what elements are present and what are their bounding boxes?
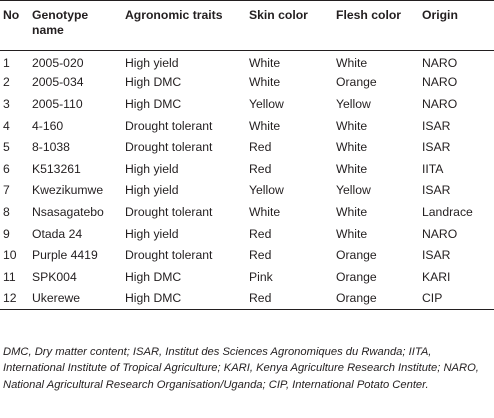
- cell-skin-color: White: [249, 204, 281, 219]
- cell-agronomic-traits: Drought tolerant: [125, 204, 213, 219]
- table-row: 4 4-160 Drought tolerant White White ISAR: [0, 115, 494, 137]
- table-row: 5 8-1038 Drought tolerant Red White ISAR: [0, 137, 494, 159]
- cell-skin-color: Red: [249, 140, 272, 155]
- cell-agronomic-traits: Drought tolerant: [125, 140, 213, 155]
- genotype-table-container: No Genotype name Agronomic traits Skin c…: [0, 0, 494, 310]
- cell-genotype-name: 2005-034: [32, 75, 84, 90]
- cell-skin-color: White: [249, 75, 281, 90]
- cell-flesh-color: White: [336, 204, 368, 219]
- cell-no: 2: [3, 75, 10, 90]
- cell-origin: ISAR: [422, 140, 451, 155]
- cell-no: 9: [3, 226, 10, 241]
- cell-agronomic-traits: High DMC: [125, 75, 182, 90]
- cell-no: 8: [3, 204, 10, 219]
- table-row: 9 Otada 24 High yield Red White NARO: [0, 223, 494, 245]
- cell-genotype-name: 4-160: [32, 118, 64, 133]
- cell-agronomic-traits: High yield: [125, 55, 179, 70]
- table-row: 2 2005-034 High DMC White Orange NARO: [0, 72, 494, 94]
- cell-genotype-name: 8-1038: [32, 140, 70, 155]
- cell-agronomic-traits: Drought tolerant: [125, 118, 213, 133]
- cell-genotype-name: Kwezikumwe: [32, 183, 104, 198]
- cell-origin: NARO: [422, 96, 458, 111]
- cell-skin-color: Pink: [249, 269, 273, 284]
- cell-agronomic-traits: High DMC: [125, 291, 182, 306]
- cell-agronomic-traits: High yield: [125, 226, 179, 241]
- cell-no: 12: [3, 291, 17, 306]
- cell-flesh-color: Orange: [336, 248, 377, 263]
- cell-origin: NARO: [422, 226, 458, 241]
- cell-flesh-color: Orange: [336, 291, 377, 306]
- header-no: No: [3, 8, 20, 22]
- header-flesh-color: Flesh color: [336, 8, 402, 22]
- cell-origin: KARI: [422, 269, 451, 284]
- cell-genotype-name: 2005-020: [32, 55, 84, 70]
- cell-agronomic-traits: High DMC: [125, 269, 182, 284]
- cell-genotype-name: K513261: [32, 161, 81, 176]
- table-row: 8 Nsasagatebo Drought tolerant White White La…: [0, 202, 494, 224]
- cell-skin-color: Red: [249, 248, 272, 263]
- table-row: 7 Kwezikumwe High yield Yellow Yellow ISAR: [0, 180, 494, 202]
- cell-agronomic-traits: High yield: [125, 183, 179, 198]
- cell-no: 6: [3, 161, 10, 176]
- cell-skin-color: Red: [249, 226, 272, 241]
- cell-flesh-color: White: [336, 226, 368, 241]
- header-skin-color: Skin color: [249, 8, 308, 22]
- cell-no: 1: [3, 55, 10, 70]
- cell-genotype-name: SPK004: [32, 269, 77, 284]
- cell-no: 5: [3, 140, 10, 155]
- cell-skin-color: Red: [249, 161, 272, 176]
- header-origin: Origin: [422, 8, 458, 22]
- table-footnote: DMC, Dry matter content; ISAR, Institut …: [3, 346, 479, 391]
- cell-flesh-color: Orange: [336, 269, 377, 284]
- cell-origin: NARO: [422, 55, 458, 70]
- table-body: 1 2005-020 High yield White White NARO 2 2005-0…: [0, 51, 494, 310]
- cell-genotype-name: Purple 4419: [32, 248, 98, 263]
- cell-origin: ISAR: [422, 183, 451, 198]
- cell-skin-color: White: [249, 55, 281, 70]
- header-agronomic-traits: Agronomic traits: [125, 8, 223, 22]
- table-row: 11 SPK004 High DMC Pink Orange KARI: [0, 266, 494, 288]
- cell-skin-color: Yellow: [249, 183, 284, 198]
- cell-skin-color: White: [249, 118, 281, 133]
- cell-origin: ISAR: [422, 118, 451, 133]
- cell-origin: IITA: [422, 161, 444, 176]
- cell-no: 3: [3, 96, 10, 111]
- header-genotype-name: Genotype name: [32, 8, 89, 37]
- table-row: 3 2005-110 High DMC Yellow Yellow NARO: [0, 94, 494, 116]
- cell-no: 4: [3, 118, 10, 133]
- table-header-row: No Genotype name Agronomic traits Skin c…: [0, 0, 494, 51]
- cell-genotype-name: Ukerewe: [32, 291, 81, 306]
- cell-flesh-color: Orange: [336, 75, 377, 90]
- cell-flesh-color: White: [336, 140, 368, 155]
- cell-origin: Landrace: [422, 204, 473, 219]
- cell-flesh-color: White: [336, 161, 368, 176]
- cell-flesh-color: Yellow: [336, 96, 371, 111]
- cell-genotype-name: 2005-110: [32, 96, 83, 111]
- cell-flesh-color: Yellow: [336, 183, 371, 198]
- cell-skin-color: Yellow: [249, 96, 284, 111]
- cell-agronomic-traits: Drought tolerant: [125, 248, 213, 263]
- table-row: 6 K513261 High yield Red White IITA: [0, 158, 494, 180]
- cell-origin: CIP: [422, 291, 443, 306]
- cell-agronomic-traits: High DMC: [125, 96, 182, 111]
- table-row: 12 Ukerewe High DMC Red Orange CIP: [0, 288, 494, 310]
- cell-flesh-color: White: [336, 55, 368, 70]
- cell-genotype-name: Nsasagatebo: [32, 204, 104, 219]
- cell-flesh-color: White: [336, 118, 368, 133]
- cell-agronomic-traits: High yield: [125, 161, 179, 176]
- cell-origin: ISAR: [422, 248, 451, 263]
- cell-genotype-name: Otada 24: [32, 226, 83, 241]
- genotype-table: No Genotype name Agronomic traits Skin c…: [0, 0, 494, 310]
- cell-no: 7: [3, 183, 10, 198]
- cell-no: 10: [3, 248, 17, 263]
- cell-origin: NARO: [422, 75, 458, 90]
- cell-no: 11: [3, 269, 16, 284]
- table-row: 1 2005-020 High yield White White NARO: [0, 51, 494, 73]
- cell-skin-color: Red: [249, 291, 272, 306]
- table-row: 10 Purple 4419 Drought tolerant Red Orange IS…: [0, 245, 494, 267]
